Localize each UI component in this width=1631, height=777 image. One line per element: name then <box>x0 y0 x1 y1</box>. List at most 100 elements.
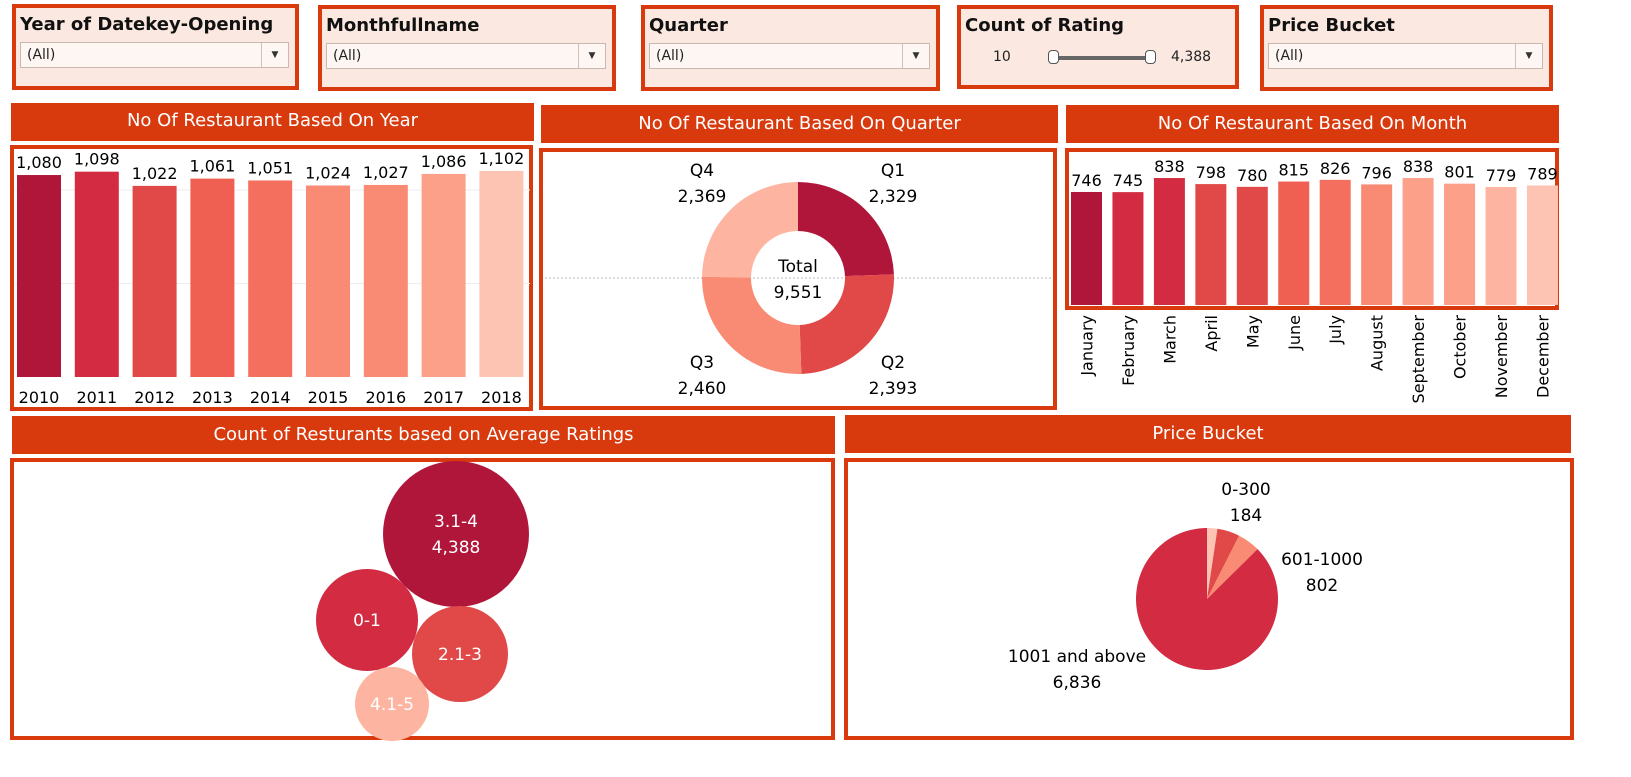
month-data-label: 796 <box>1361 163 1392 182</box>
quarter-slice-label: Q4 <box>690 161 714 181</box>
rating-slider-track[interactable] <box>1053 56 1153 60</box>
month-data-label: 746 <box>1071 171 1102 190</box>
year-tick-label: 2014 <box>250 388 291 407</box>
quarter-filter: Quarter (All) ▼ <box>641 5 940 91</box>
year-tick-label: 2013 <box>192 388 233 407</box>
rating-max-value: 4,388 <box>1171 49 1212 65</box>
month-tick-label: April <box>1202 315 1221 352</box>
year-tick-label: 2011 <box>76 388 117 407</box>
month-tick-label: May <box>1243 315 1262 348</box>
year-dropdown[interactable]: (All) ▼ <box>20 42 289 68</box>
month-data-label: 789 <box>1527 164 1558 183</box>
quarter-slice <box>799 274 894 374</box>
month-tick-label: October <box>1451 315 1470 379</box>
month-chart-panel <box>1065 148 1559 310</box>
rating-slider-max-handle[interactable] <box>1145 50 1156 64</box>
rating-slider-min-handle[interactable] <box>1048 50 1059 64</box>
month-data-label: 745 <box>1113 171 1144 190</box>
month-data-label: 838 <box>1154 157 1185 176</box>
quarter-dropdown[interactable]: (All) ▼ <box>649 43 930 69</box>
price-slice-value: 802 <box>1306 576 1338 596</box>
year-bar <box>363 184 408 377</box>
year-chart-title: No Of Restaurant Based On Year <box>11 103 534 141</box>
month-bar <box>1402 178 1434 305</box>
year-bar <box>306 185 350 377</box>
month-data-label: 838 <box>1403 157 1434 176</box>
year-data-label: 1,027 <box>363 163 409 182</box>
ratings-bubble-chart: 3.1-4 4,388 0-1 2.1-3 4.1-5 <box>316 461 529 741</box>
quarter-slice-label: Q1 <box>881 161 905 181</box>
price-pie-chart: 0-300 184 601-1000 802 1001 and above 6,836 <box>1008 480 1363 693</box>
quarter-slice-value: 2,460 <box>678 379 727 399</box>
month-data-label: 801 <box>1444 163 1475 182</box>
chevron-down-icon[interactable]: ▼ <box>1515 44 1542 68</box>
year-tick-label: 2010 <box>19 388 60 407</box>
rating-min-value: 10 <box>993 49 1011 65</box>
rating-bubble <box>383 461 529 607</box>
rating-filter: Count of Rating 10 4,388 <box>957 5 1239 89</box>
price-slice-label: 0-300 <box>1221 480 1270 500</box>
price-slice-value: 184 <box>1230 506 1262 526</box>
month-dropdown[interactable]: (All) ▼ <box>326 43 606 69</box>
month-data-label: 780 <box>1237 166 1268 185</box>
price-dropdown-value: (All) <box>1275 48 1304 64</box>
year-dropdown-value: (All) <box>27 47 56 63</box>
rating-filter-title: Count of Rating <box>965 15 1125 36</box>
quarter-total-label: Total <box>777 257 818 277</box>
quarter-slice-value: 2,329 <box>869 187 918 207</box>
year-data-label: 1,086 <box>421 152 467 171</box>
year-data-label: 1,022 <box>132 164 178 183</box>
year-bar <box>74 171 119 377</box>
price-slice <box>1207 528 1218 599</box>
year-bar <box>421 173 466 377</box>
rating-bubble <box>316 569 418 671</box>
month-bar-chart: 746 January 745 February 838 March 798 April 780… <box>1071 157 1558 403</box>
quarter-slice-value: 2,369 <box>678 187 727 207</box>
month-bar <box>1526 185 1558 305</box>
quarter-slice-label: Q2 <box>881 353 905 373</box>
year-tick-label: 2017 <box>423 388 464 407</box>
price-slice-value: 6,836 <box>1053 673 1102 693</box>
month-bar <box>1444 183 1476 305</box>
month-filter: Monthfullname (All) ▼ <box>318 5 616 91</box>
month-chart-title: No Of Restaurant Based On Month <box>1066 105 1559 143</box>
month-tick-label: July <box>1326 315 1345 345</box>
year-bar-chart: 1,080 2010 1,098 2011 1,022 2012 1,061 2013 1,05… <box>15 149 530 407</box>
year-filter: Year of Datekey-Opening (All) ▼ <box>12 4 299 90</box>
price-slice-label: 601-1000 <box>1281 550 1363 570</box>
quarter-slice-value: 2,393 <box>869 379 918 399</box>
price-dropdown[interactable]: (All) ▼ <box>1268 43 1543 69</box>
year-bar <box>479 170 524 377</box>
month-bar <box>1485 186 1517 305</box>
chevron-down-icon[interactable]: ▼ <box>578 44 605 68</box>
year-tick-label: 2018 <box>481 388 522 407</box>
month-bar <box>1071 191 1102 305</box>
rating-bubble <box>355 667 429 741</box>
chevron-down-icon[interactable]: ▼ <box>902 44 929 68</box>
quarter-slice <box>702 276 802 374</box>
year-bar <box>17 175 61 377</box>
month-tick-label: August <box>1368 315 1387 371</box>
quarter-slice <box>702 182 798 278</box>
month-tick-label: March <box>1160 315 1179 364</box>
month-bar <box>1361 184 1393 305</box>
year-data-label: 1,061 <box>189 157 235 176</box>
year-bar <box>248 180 293 377</box>
price-slice <box>1207 535 1258 599</box>
price-filter: Price Bucket (All) ▼ <box>1260 5 1553 91</box>
price-slice <box>1207 528 1240 599</box>
month-bar <box>1319 179 1351 305</box>
year-data-label: 1,102 <box>478 149 524 168</box>
rating-bubble-label: 3.1-4 <box>434 512 478 532</box>
chevron-down-icon[interactable]: ▼ <box>261 43 288 67</box>
year-tick-label: 2015 <box>308 388 349 407</box>
month-bar <box>1153 178 1185 305</box>
month-tick-label: September <box>1409 315 1428 404</box>
month-tick-label: February <box>1119 315 1138 386</box>
price-slice <box>1135 528 1279 670</box>
quarter-slice <box>798 182 894 277</box>
month-filter-title: Monthfullname <box>326 15 480 36</box>
price-slice-label: 1001 and above <box>1008 647 1146 667</box>
rating-bubble-label: 2.1-3 <box>438 645 482 665</box>
year-data-label: 1,051 <box>247 158 293 177</box>
